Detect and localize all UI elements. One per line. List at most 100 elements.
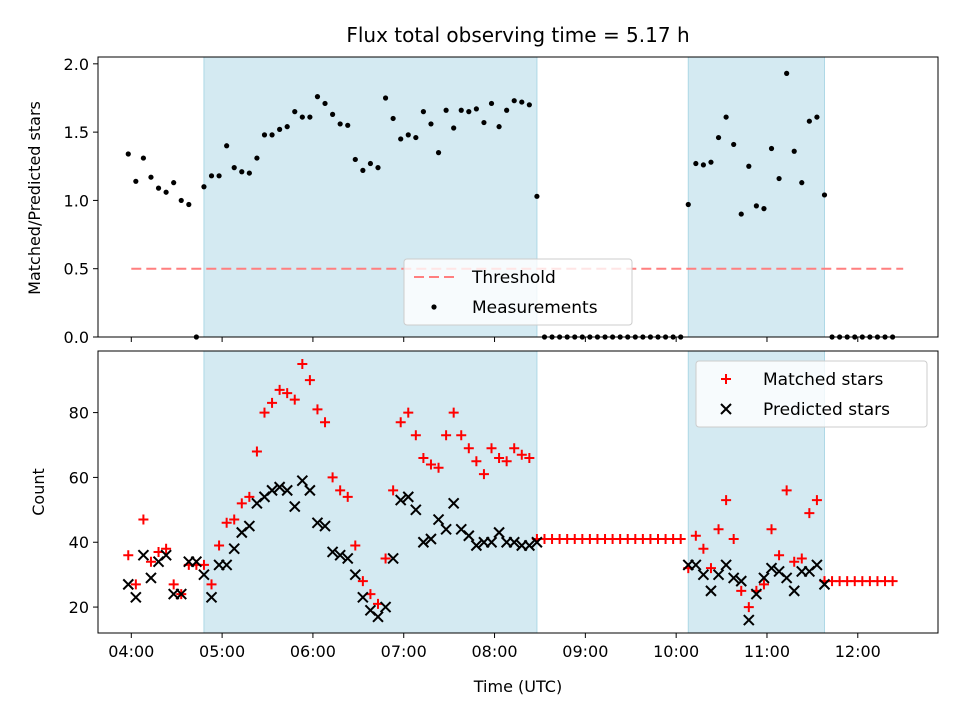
top-series-1-point-14: [224, 143, 230, 149]
top-series-1-point-24: [299, 114, 305, 120]
bottom-series-1-point-15: [229, 514, 240, 525]
legend-threshold-label: Threshold: [471, 268, 556, 288]
bottom-series-2-point-36: [387, 552, 399, 565]
bottom-series-1-point-76: [690, 530, 701, 541]
bottom-series-1-point-1: [123, 550, 134, 561]
x-tick-label-8: 11:00: [744, 642, 790, 661]
top-series-1-point-48: [481, 119, 487, 126]
top-series-1-point-29: [337, 121, 343, 127]
bottom-series-1-point-48: [478, 469, 489, 480]
bottom-series-1-point-37: [395, 417, 406, 428]
bottom-series-1-point-52: [509, 443, 520, 454]
bottom-series-1-point-25: [304, 375, 315, 386]
top-series-1-point-39: [413, 134, 419, 141]
bottom-series-2-point-12: [205, 591, 218, 604]
bottom-y-tick-label-4: 80: [69, 404, 89, 423]
top-axes-frame: [97, 56, 939, 338]
top-series-1-point-88: [784, 70, 790, 76]
top-series-1-point-15: [231, 165, 237, 171]
bottom-series-1-point-27: [320, 417, 331, 428]
top-series-1-point-1: [125, 151, 131, 157]
bottom-series-1-point-81: [728, 534, 739, 544]
bottom-series-1-point-35: [380, 553, 391, 564]
top-series-1-point-6: [163, 189, 169, 195]
bottom-series-2-point-63: [735, 575, 747, 587]
top-series-1-point-41: [428, 121, 434, 127]
top-series-1-point-76: [693, 160, 699, 167]
top-series-1-point-17: [246, 170, 252, 176]
x-tick-label-9: 12:00: [835, 642, 881, 661]
x-tick-label-3: 06:00: [290, 642, 336, 661]
bottom-series-1-point-80: [721, 495, 732, 506]
bottom-series-1-point-14: [221, 517, 232, 528]
bottom-series-2-point-73: [811, 559, 823, 571]
top-series-1-point-93: [821, 192, 828, 198]
bottom-series-2-point-47: [470, 539, 483, 552]
bottom-series-2-point-32: [357, 591, 369, 604]
bottom-series-1-point-102: [887, 576, 898, 587]
bottom-series-1-point-17: [244, 491, 255, 502]
top-series-1-point-16: [239, 169, 245, 175]
top-series-1-point-19: [261, 132, 268, 138]
bottom-series-1-point-39: [410, 430, 421, 441]
bottom-series-2-point-2: [130, 591, 142, 604]
bottom-series-2-point-1: [122, 578, 134, 591]
top-series-1-point-86: [768, 145, 775, 152]
bottom-series-1-point-78: [705, 563, 716, 574]
bottom-series-1-point-43: [441, 430, 452, 441]
top-series-1-point-31: [352, 156, 358, 163]
top-series-1-point-84: [753, 203, 759, 209]
top-series-1-point-9: [186, 201, 192, 208]
bottom-series-2-point-58: [697, 568, 710, 581]
top-series-1-point-25: [307, 114, 313, 120]
bottom-series-2-point-14: [220, 559, 233, 571]
bottom-series-2-point-41: [425, 533, 437, 545]
bottom-series-1-point-28: [327, 472, 338, 483]
bottom-series-1-point-23: [289, 394, 300, 405]
bottom-series-2-point-55: [531, 536, 543, 548]
bottom-series-2-point-35: [379, 601, 392, 613]
top-series-1-point-92: [814, 114, 820, 120]
bottom-series-1-point-19: [259, 407, 270, 418]
legend-measurements-swatch: [431, 304, 437, 310]
top-series-1-point-34: [375, 165, 381, 171]
top-y-tick-label-4: 1.5: [64, 123, 89, 142]
bottom-series-1-point-49: [486, 443, 497, 454]
bottom-series-1-point-45: [456, 430, 467, 441]
bottom-series-2-point-54: [523, 539, 536, 552]
bottom-series-1-point-91: [804, 508, 815, 519]
bottom-series-2-point-38: [402, 491, 414, 503]
top-series-1-point-52: [511, 98, 517, 104]
top-series-1-point-79: [715, 134, 722, 141]
top-series-1-point-44: [451, 125, 457, 131]
bottom-series-1-point-24: [297, 358, 308, 369]
top-series-1-point-22: [284, 124, 290, 130]
legend-series-2-swatch: [720, 403, 732, 415]
top-series-1-point-26: [314, 94, 321, 100]
bottom-series-2-point-6: [160, 549, 172, 561]
bottom-series-2-point-44: [447, 497, 460, 510]
bottom-series-1-point-87: [774, 550, 785, 561]
top-series-1-point-53: [519, 99, 525, 105]
bottom-series-1-point-26: [312, 404, 323, 415]
bottom-series-2-point-50: [493, 526, 505, 539]
top-panel: 0.0 0.5 1.0 1.5 2.0 Threshold Measurements: [64, 55, 939, 347]
bottom-series-1-point-79: [713, 524, 724, 535]
top-y-axis-label: Matched/Predicted stars: [25, 101, 44, 295]
top-series-1-point-11: [201, 184, 207, 190]
bottom-series-2-point-49: [485, 536, 498, 548]
top-series-1-point-49: [488, 100, 495, 107]
bottom-series-2-point-37: [394, 494, 407, 506]
bottom-series-1-point-4: [145, 556, 156, 567]
legend-measurements-label: Measurements: [472, 298, 598, 318]
top-series-1-point-51: [504, 107, 510, 113]
bottom-series-1-point-92: [811, 495, 822, 506]
bottom-series-2-point-23: [289, 500, 301, 513]
bottom-series-1-point-74: [675, 534, 686, 544]
bottom-series-2-point-25: [304, 484, 316, 497]
bottom-series-1-point-53: [516, 449, 527, 460]
x-tick-label-1: 04:00: [108, 642, 154, 661]
bottom-series-1-point-50: [494, 452, 505, 463]
top-series-1-point-75: [685, 201, 691, 208]
